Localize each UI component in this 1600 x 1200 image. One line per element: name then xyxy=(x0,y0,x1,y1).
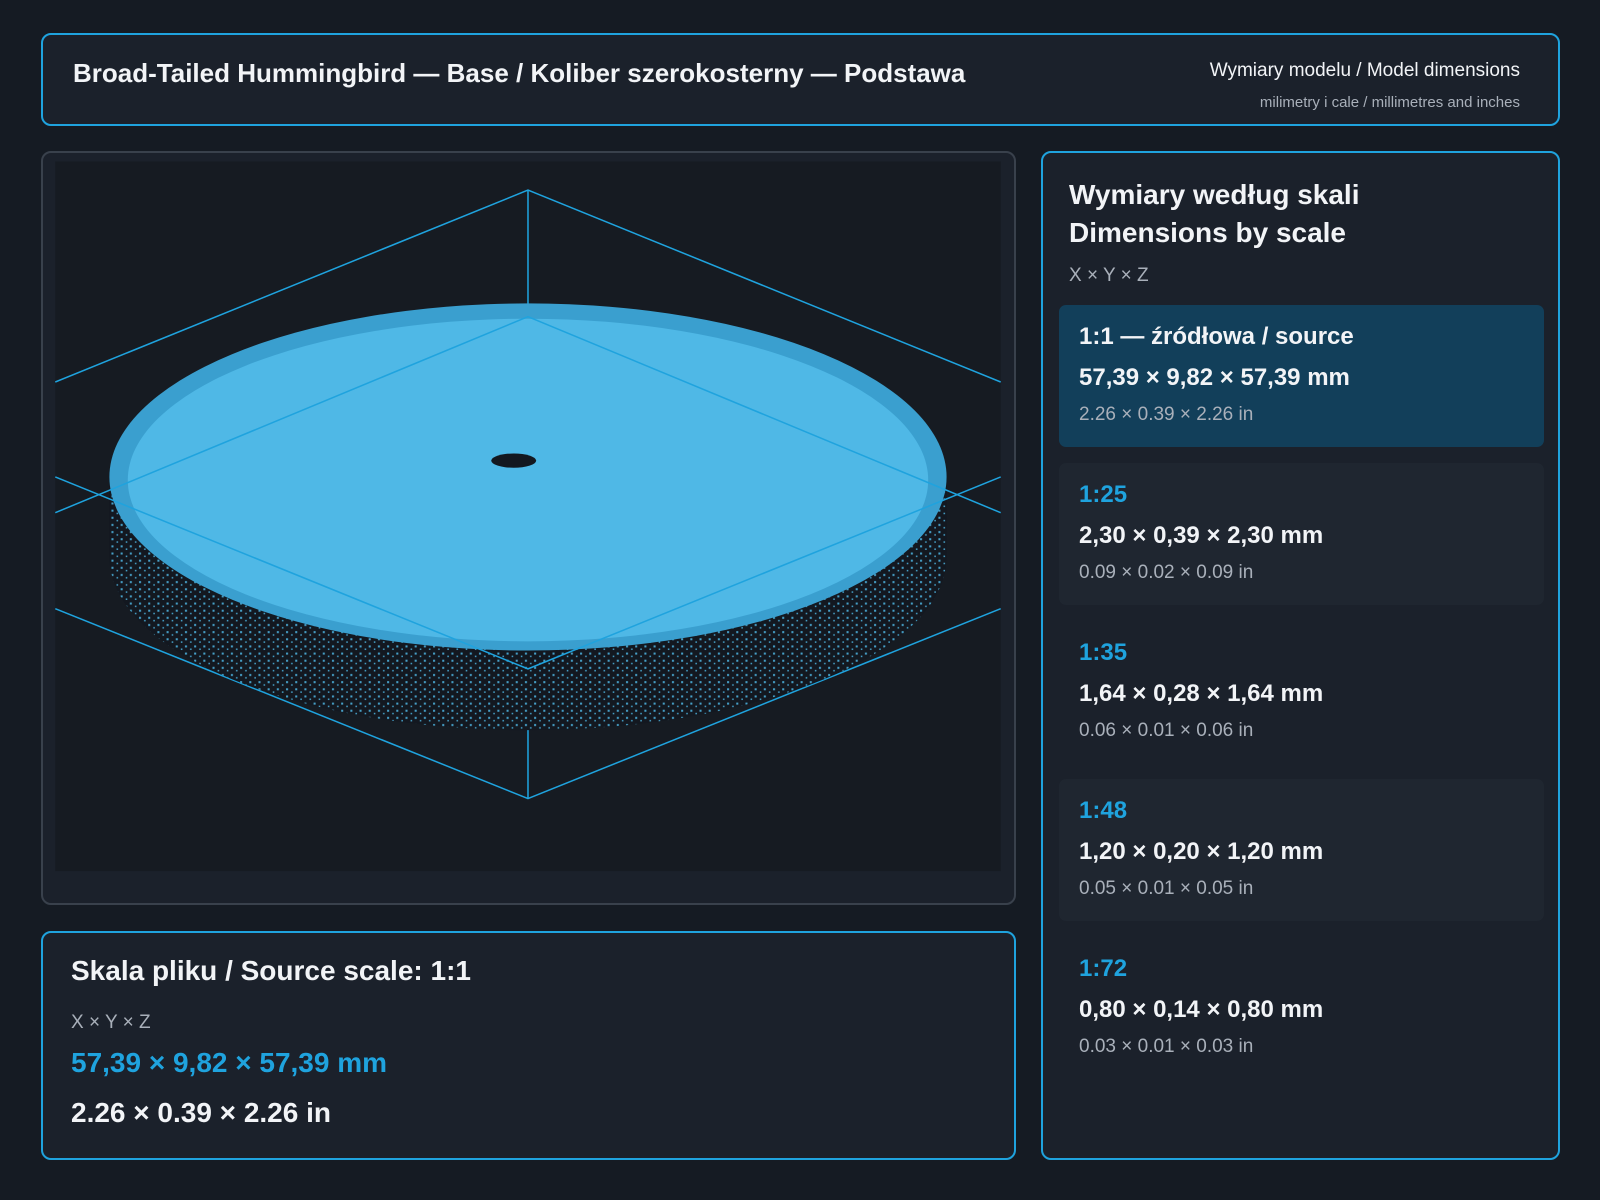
scale-card: 1:1 — źródłowa / source 57,39 × 9,82 × 57… xyxy=(1059,305,1544,447)
scales-title: Wymiary według skali xyxy=(1069,179,1360,210)
scale-in: 0.09 × 0.02 × 0.09 in xyxy=(1079,562,1254,583)
scale-mm: 57,39 × 9,82 × 57,39 mm xyxy=(1079,364,1350,391)
bounding-box-front xyxy=(54,315,1001,670)
scale-card: 1:25 2,30 × 0,39 × 2,30 mm 0.09 × 0.02 × 0… xyxy=(1059,463,1544,605)
scale-card: 1:35 1,64 × 0,28 × 1,64 mm 0.06 × 0.01 × 0… xyxy=(1059,621,1544,763)
scale-card: 1:48 1,20 × 0,20 × 1,20 mm 0.05 × 0.01 × 0… xyxy=(1059,779,1544,921)
model-view xyxy=(54,161,1001,872)
scales-panel: Wymiary według skali Dimensions by scale… xyxy=(1041,151,1560,1160)
scale-in: 0.06 × 0.01 × 0.06 in xyxy=(1079,720,1254,741)
disk-top xyxy=(127,318,929,642)
viewer-panel xyxy=(41,151,1016,905)
header: Broad-Tailed Hummingbird — Base / Kolibe… xyxy=(41,33,1560,126)
scale-card: 1:72 0,80 × 0,14 × 0,80 mm 0.03 × 0.01 × 0… xyxy=(1059,937,1544,1079)
header-title: Broad-Tailed Hummingbird — Base / Kolibe… xyxy=(73,58,966,88)
scale-in: 2.26 × 0.39 × 2.26 in xyxy=(1079,404,1254,425)
source-axes: X × Y × Z xyxy=(71,1012,151,1033)
source-in: 2.26 × 0.39 × 2.26 in xyxy=(71,1097,331,1128)
scale-label: 1:72 xyxy=(1079,955,1128,982)
scale-mm: 2,30 × 0,39 × 2,30 mm xyxy=(1079,522,1324,549)
scale-in: 0.03 × 0.01 × 0.03 in xyxy=(1079,1036,1254,1057)
header-note: milimetry i cale / millimetres and inche… xyxy=(1259,94,1520,111)
scales-axes: X × Y × Z xyxy=(1069,265,1149,286)
scale-label: 1:35 xyxy=(1079,639,1128,666)
scale-label: 1:1 — źródłowa / source xyxy=(1079,323,1354,350)
scale-label: 1:48 xyxy=(1079,797,1128,824)
source-panel: Skala pliku / Source scale: 1:1 X × Y × … xyxy=(41,931,1016,1160)
scale-mm: 0,80 × 0,14 × 0,80 mm xyxy=(1079,996,1324,1023)
source-title: Skala pliku / Source scale: 1:1 xyxy=(71,955,471,986)
scales-title: Dimensions by scale xyxy=(1069,217,1347,248)
scale-label: 1:25 xyxy=(1079,481,1128,508)
source-mm: 57,39 × 9,82 × 57,39 mm xyxy=(71,1047,388,1078)
disk-hole xyxy=(491,453,537,468)
scale-in: 0.05 × 0.01 × 0.05 in xyxy=(1079,878,1254,899)
header-subtitle: Wymiary modelu / Model dimensions xyxy=(1209,60,1520,81)
scale-mm: 1,64 × 0,28 × 1,64 mm xyxy=(1079,680,1324,707)
scale-mm: 1,20 × 0,20 × 1,20 mm xyxy=(1079,838,1324,865)
